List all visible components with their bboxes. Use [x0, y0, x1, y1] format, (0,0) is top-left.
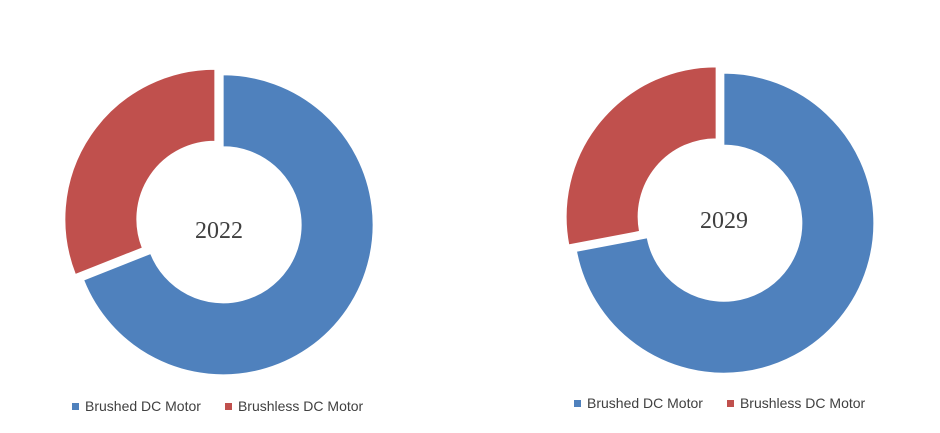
legend-swatch-brushless — [726, 399, 734, 407]
slice-brushless-2022 — [64, 68, 216, 276]
legend-item-brushed: Brushed DC Motor — [72, 398, 201, 414]
center-label-2022: 2022 — [195, 218, 243, 244]
legend-item-brushless: Brushless DC Motor — [726, 395, 866, 411]
legend-item-brushless: Brushless DC Motor — [224, 398, 364, 414]
legend-label-brushless: Brushless DC Motor — [739, 395, 866, 411]
legend-label-brushless: Brushless DC Motor — [237, 398, 364, 414]
legend-item-brushed: Brushed DC Motor — [574, 395, 703, 411]
legend-2029: Brushed DC Motor Brushless DC Motor — [574, 395, 865, 411]
donut-chart-2029-svg: 2029 — [565, 66, 875, 374]
legend-swatch-brushed — [574, 399, 581, 407]
donut-chart-2022: 2022 Brushed DC Motor Brushless DC Motor — [64, 68, 374, 414]
legend-2022: Brushed DC Motor Brushless DC Motor — [72, 398, 363, 414]
legend-swatch-brushless — [224, 402, 232, 410]
slice-brushless-2029 — [565, 66, 717, 246]
center-label-2029: 2029 — [700, 208, 748, 234]
legend-label-brushed: Brushed DC Motor — [85, 398, 201, 414]
donut-chart-2022-svg: 2022 — [64, 68, 374, 376]
slice-brushed-2022 — [83, 74, 374, 376]
legend-swatch-brushed — [72, 402, 79, 410]
legend-label-brushed: Brushed DC Motor — [587, 395, 703, 411]
donut-chart-2029: 2029 Brushed DC Motor Brushless DC Motor — [470, 0, 940, 433]
slice-brushed-2029 — [575, 72, 875, 374]
